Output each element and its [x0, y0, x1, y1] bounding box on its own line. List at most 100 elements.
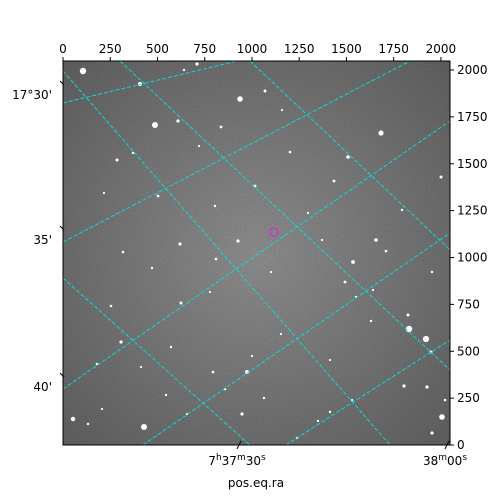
ra-tick-label: 7h37m30s	[208, 453, 266, 468]
star	[430, 270, 434, 274]
star	[374, 238, 378, 242]
star	[119, 340, 123, 344]
sky-image	[63, 61, 450, 445]
grid-line	[142, 232, 450, 445]
star	[279, 332, 283, 336]
top-tick-label: 250	[99, 42, 122, 56]
star	[131, 151, 135, 155]
star	[263, 89, 267, 93]
star	[141, 424, 147, 430]
star	[176, 119, 180, 123]
top-tick-label: 500	[146, 42, 169, 56]
star	[240, 412, 244, 416]
star	[400, 208, 404, 212]
target-marker	[269, 227, 279, 237]
star	[371, 288, 375, 292]
star	[102, 191, 106, 195]
star	[109, 304, 113, 308]
star	[236, 239, 240, 243]
star	[150, 266, 154, 270]
star	[351, 260, 355, 264]
top-tick-label: 1500	[331, 42, 362, 56]
star	[182, 68, 186, 72]
star	[350, 398, 354, 402]
grid-line	[63, 70, 391, 445]
dec-tick-mark	[59, 80, 65, 86]
star	[306, 211, 310, 215]
star	[121, 250, 125, 254]
right-tick-label: 500	[457, 344, 480, 358]
dec-tick-label: 17°30'	[12, 88, 52, 102]
ra-tick-mark	[444, 440, 450, 450]
star	[343, 280, 347, 284]
star	[250, 354, 254, 358]
grid-line	[63, 120, 450, 390]
grid-line	[249, 61, 450, 251]
grid-line	[119, 61, 450, 371]
top-tick-label: 1250	[284, 42, 315, 56]
star	[211, 370, 215, 374]
coordinate-grid	[63, 61, 450, 445]
star	[346, 155, 350, 159]
star	[195, 62, 199, 66]
star-field	[70, 62, 447, 440]
star	[439, 175, 443, 179]
star	[439, 414, 445, 420]
dec-tick-label: 35'	[33, 233, 52, 247]
grid-line	[63, 61, 411, 243]
star	[156, 194, 160, 198]
star	[406, 313, 410, 317]
star	[139, 365, 143, 369]
top-tick-label: 2000	[426, 42, 457, 56]
right-tick-label: 250	[457, 391, 480, 405]
star	[169, 345, 173, 349]
star	[443, 398, 447, 402]
star	[280, 108, 284, 112]
ra-tick-label: 38m00s	[423, 453, 467, 468]
x-axis-label: pos.eq.ra	[228, 476, 284, 490]
star	[164, 393, 168, 397]
grid-line	[285, 339, 450, 445]
star	[430, 431, 434, 435]
axes: 0 250 500 750 1000 1250 1500 1750 2000 0 250 500 750…	[12, 42, 487, 468]
star	[219, 125, 223, 129]
star	[197, 144, 201, 148]
star	[422, 335, 430, 343]
right-tick-label: 1500	[457, 157, 488, 171]
star	[86, 422, 90, 426]
star	[378, 130, 384, 136]
star	[179, 301, 183, 305]
top-tick-label: 750	[193, 42, 216, 56]
star	[237, 96, 243, 102]
right-tick-label: 1000	[457, 251, 488, 265]
star	[100, 407, 104, 411]
ra-tick-mark	[236, 440, 242, 450]
star	[185, 412, 189, 416]
star	[70, 416, 76, 422]
star	[405, 325, 413, 333]
star	[320, 238, 324, 242]
star	[402, 384, 406, 388]
star	[214, 257, 218, 261]
star	[208, 290, 212, 294]
top-tick-label: 1750	[378, 42, 409, 56]
star	[213, 204, 217, 208]
plot-frame	[62, 60, 451, 446]
star	[79, 67, 87, 75]
right-tick-label: 2000	[457, 63, 488, 77]
right-tick-label: 750	[457, 297, 480, 311]
star	[328, 358, 332, 362]
top-tick-label: 1000	[237, 42, 268, 56]
right-tick-label: 0	[457, 438, 465, 452]
star	[384, 249, 388, 253]
star	[332, 179, 336, 183]
star	[288, 150, 292, 154]
dec-tick-mark	[59, 225, 65, 231]
star	[316, 419, 320, 423]
dec-tick-label: 40'	[33, 380, 52, 394]
star	[115, 158, 119, 162]
star	[328, 410, 332, 414]
star	[369, 319, 373, 323]
right-tick-label: 1750	[457, 110, 488, 124]
